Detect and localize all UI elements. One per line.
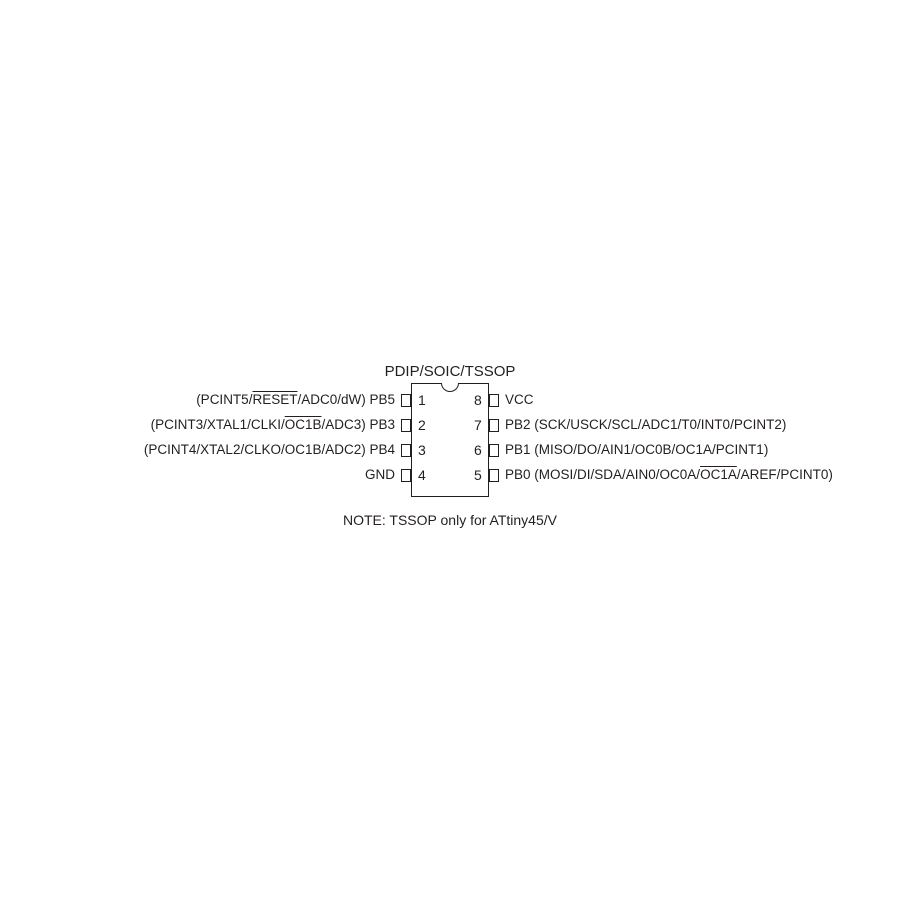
pin-pad-8 <box>489 394 499 407</box>
pin-pad-2 <box>401 419 411 432</box>
pin-label-8: VCC <box>505 392 534 407</box>
package-title: PDIP/SOIC/TSSOP <box>375 363 525 380</box>
footnote: NOTE: TSSOP only for ATtiny45/V <box>320 512 580 528</box>
pin-label-5: PB0 (MOSI/DI/SDA/AIN0/OC0A/OC1A/AREF/PCI… <box>505 467 833 482</box>
pin-pad-5 <box>489 469 499 482</box>
pin-pad-4 <box>401 469 411 482</box>
pin-number-8: 8 <box>474 392 482 408</box>
pin-number-7: 7 <box>474 417 482 433</box>
pinout-diagram: { "canvas": { "width": 900, "height": 90… <box>0 0 900 900</box>
pin-label-3: (PCINT4/XTAL2/CLKO/OC1B/ADC2) PB4 <box>144 442 395 457</box>
pin-number-4: 4 <box>418 467 426 483</box>
pin-number-1: 1 <box>418 392 426 408</box>
pin-number-5: 5 <box>474 467 482 483</box>
pin-label-7: PB2 (SCK/USCK/SCL/ADC1/T0/INT0/PCINT2) <box>505 417 786 432</box>
pin-label-4: GND <box>365 467 395 482</box>
pin-label-2: (PCINT3/XTAL1/CLKI/OC1B/ADC3) PB3 <box>151 417 395 432</box>
pin-pad-6 <box>489 444 499 457</box>
pin-pad-1 <box>401 394 411 407</box>
pin-label-1: (PCINT5/RESET/ADC0/dW) PB5 <box>196 392 395 407</box>
pin-label-6: PB1 (MISO/DO/AIN1/OC0B/OC1A/PCINT1) <box>505 442 768 457</box>
pin-number-6: 6 <box>474 442 482 458</box>
pin-number-2: 2 <box>418 417 426 433</box>
pin-pad-3 <box>401 444 411 457</box>
pin-pad-7 <box>489 419 499 432</box>
pin-number-3: 3 <box>418 442 426 458</box>
